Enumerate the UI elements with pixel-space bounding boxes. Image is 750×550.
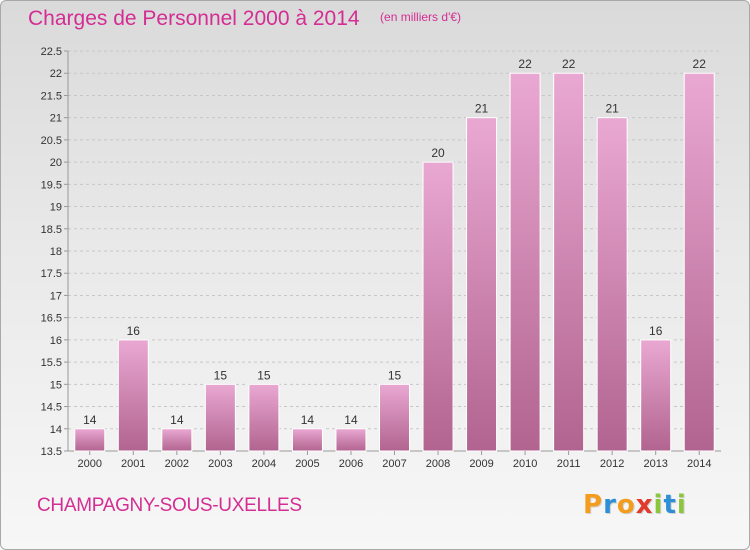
x-tick-label: 2002 (165, 458, 189, 470)
x-tick-label: 2011 (557, 458, 581, 470)
data-label: 22 (562, 57, 576, 71)
x-tick-label: 2000 (78, 458, 102, 470)
data-label: 22 (518, 57, 532, 71)
chart-title: Charges de Personnel 2000 à 2014 (28, 7, 360, 30)
x-tick-label: 2013 (643, 458, 667, 470)
y-tick-label: 14.5 (41, 402, 62, 414)
proxiti-logo: Proxiti (583, 490, 687, 520)
data-label: 16 (649, 324, 663, 338)
y-tick-label: 22 (50, 68, 62, 80)
bar (509, 72, 541, 452)
y-tick-label: 15 (50, 379, 62, 391)
bar (204, 383, 236, 452)
logo-letter: x (635, 490, 654, 520)
logo-letter: P (583, 490, 604, 520)
y-tick-label: 20 (50, 157, 62, 169)
y-tick-label: 13.5 (41, 446, 62, 458)
x-tick-label: 2005 (295, 458, 319, 470)
y-tick-label: 20.5 (41, 135, 62, 147)
bar (291, 428, 323, 452)
y-tick-label: 21.5 (41, 90, 62, 102)
y-tick-label: 16.5 (41, 313, 62, 325)
bar (422, 161, 454, 452)
bar (335, 428, 367, 452)
bar (248, 383, 280, 452)
x-tick-label: 2007 (382, 458, 406, 470)
y-tick-label: 21 (50, 113, 62, 125)
bar (161, 428, 193, 452)
logo-letter: o (616, 490, 636, 520)
data-label: 21 (605, 102, 619, 116)
logo-letter: i (653, 490, 664, 520)
y-tick-label: 15.5 (41, 357, 62, 369)
title-block: Charges de Personnel 2000 à 2014 (en mil… (28, 7, 461, 31)
y-tick-label: 16 (50, 335, 62, 347)
x-tick-label: 2012 (600, 458, 624, 470)
logo-letter: i (676, 490, 687, 520)
y-tick-label: 19.5 (41, 179, 62, 191)
y-tick-label: 14 (50, 424, 62, 436)
y-tick-label: 22.5 (41, 46, 62, 58)
bar (553, 72, 585, 452)
bar (74, 428, 106, 452)
data-label: 21 (475, 102, 489, 116)
data-label: 14 (344, 413, 358, 427)
bar (379, 383, 410, 452)
data-label: 14 (170, 413, 184, 427)
x-tick-label: 2003 (208, 458, 232, 470)
x-tick-label: 2008 (426, 458, 450, 470)
y-tick-label: 17.5 (41, 268, 62, 280)
bar (640, 339, 672, 452)
data-label: 15 (257, 368, 271, 382)
data-label: 14 (83, 413, 97, 427)
data-label: 15 (214, 368, 228, 382)
bar (683, 72, 715, 452)
x-tick-label: 2001 (121, 458, 145, 470)
y-tick-label: 17 (50, 290, 62, 302)
x-tick-label: 2009 (469, 458, 493, 470)
data-label: 14 (301, 413, 315, 427)
x-tick-label: 2004 (252, 458, 276, 470)
logo-letter: r (603, 490, 617, 520)
data-label: 16 (127, 324, 141, 338)
x-tick-label: 2010 (513, 458, 537, 470)
data-label: 20 (431, 146, 445, 160)
bar (466, 117, 498, 452)
bar (117, 339, 149, 452)
x-tick-label: 2006 (339, 458, 363, 470)
commune-name: CHAMPAGNY-SOUS-UXELLES (37, 495, 302, 516)
x-tick-label: 2014 (687, 458, 711, 470)
data-label: 22 (693, 57, 707, 71)
logo-letter: t (663, 490, 677, 520)
y-tick-label: 18.5 (41, 224, 62, 236)
y-tick-label: 18 (50, 246, 62, 258)
bar (596, 117, 628, 452)
y-tick-label: 19 (50, 202, 62, 214)
chart-unit: (en milliers d'€) (380, 10, 462, 24)
data-label: 15 (388, 368, 402, 382)
